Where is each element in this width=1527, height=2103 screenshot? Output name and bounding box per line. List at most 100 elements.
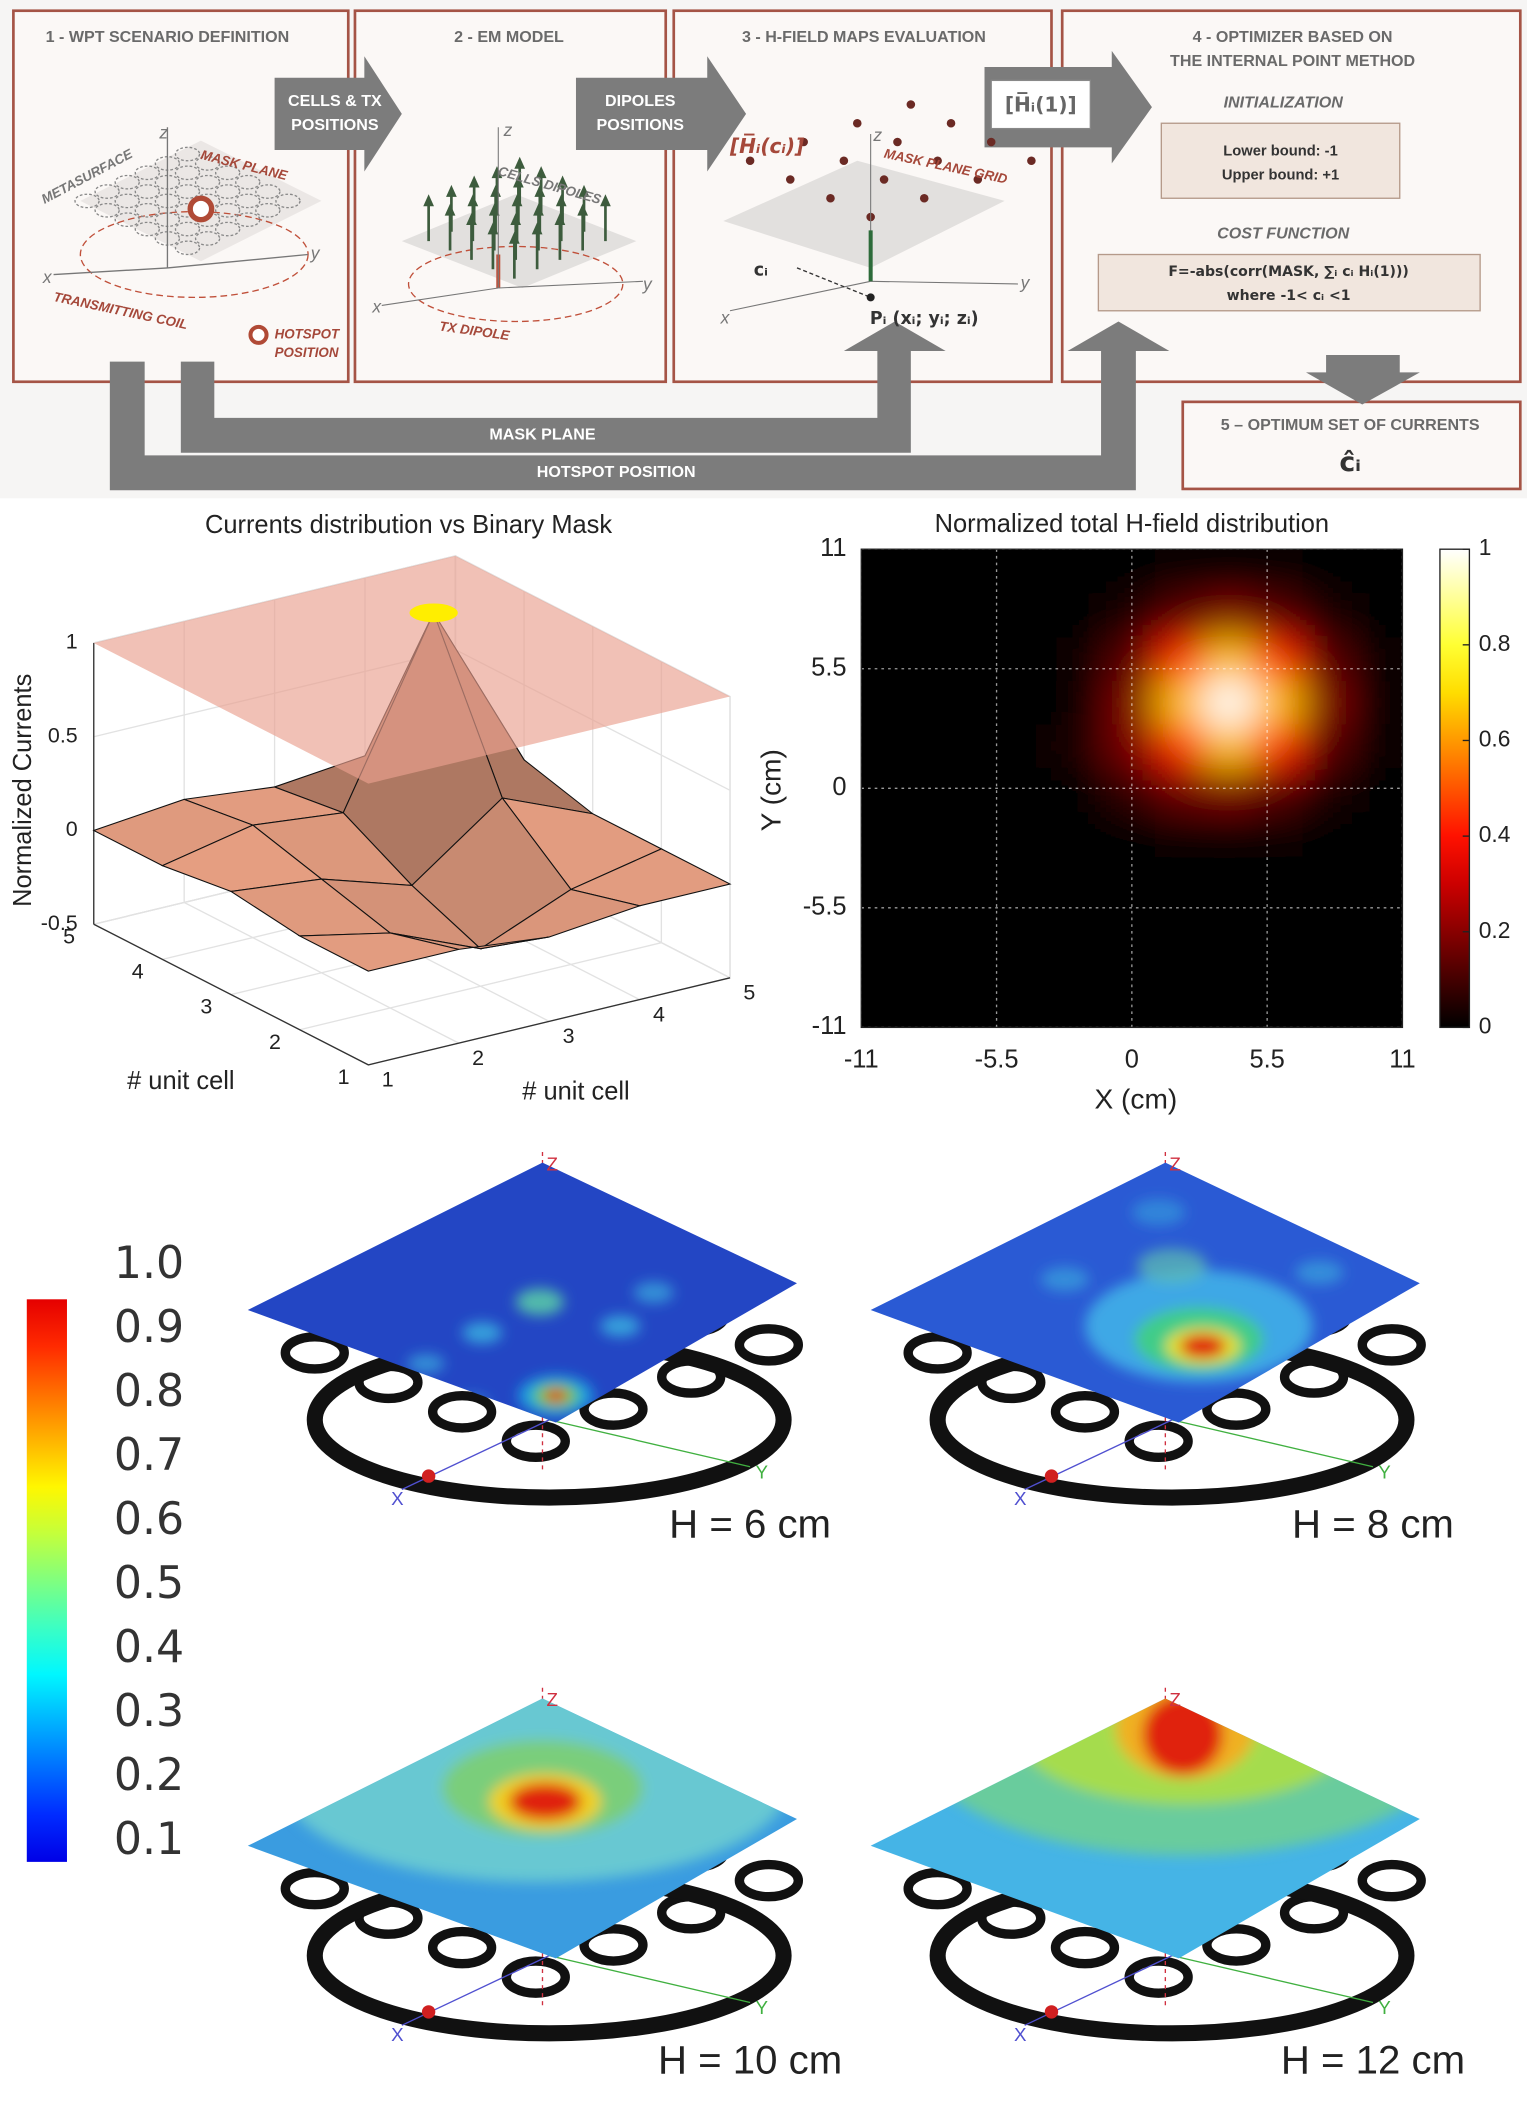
heat-cell: [1204, 678, 1257, 725]
y-axis-label: Y (cm): [755, 749, 786, 831]
x-tick-label: 1: [382, 1068, 394, 1092]
dipole-head: [535, 166, 547, 179]
colorbar: [26, 1299, 67, 1862]
unit-cell: [114, 212, 140, 228]
heat-cell: [861, 982, 912, 1028]
heat-cell: [1204, 808, 1257, 855]
heat-cell: [861, 678, 912, 725]
coil-ring: [734, 1859, 804, 1902]
heat-cell: [1056, 549, 1109, 595]
step-title: 3 - H-FIELD MAPS EVALUATION: [742, 28, 986, 46]
x-axis-label: X (cm): [1094, 1083, 1177, 1114]
heat-cell: [1155, 982, 1207, 1028]
axis-letter: z: [503, 120, 513, 140]
heat-cell: [861, 634, 912, 681]
step-title: 5 – OPTIMUM SET OF CURRENTS: [1221, 416, 1480, 434]
heat-cell: [1253, 982, 1306, 1028]
x-axis-label: # unit cell: [522, 1078, 629, 1106]
field-blur: [917, 1698, 1420, 1856]
z-axis-label: Normalized Currents: [9, 674, 37, 907]
unit-cell: [174, 240, 201, 256]
field-panel: Z X Y H = 8 cm: [870, 1151, 1454, 1547]
unit-cell: [134, 184, 161, 199]
heat-cell: [1007, 591, 1060, 638]
dipole-head: [578, 184, 590, 197]
heat-cell: [1253, 634, 1306, 681]
arrow-label: POSITIONS: [597, 116, 685, 134]
result: ĉᵢ: [1339, 447, 1361, 478]
unit-cell: [235, 212, 261, 228]
step-title: THE INTERNAL POINT METHOD: [1170, 52, 1415, 70]
colorbar: [1439, 548, 1471, 1029]
y-tick-label: 11: [820, 534, 846, 562]
unit-cell: [255, 202, 281, 218]
arrow-label: HOTSPOT POSITION: [537, 463, 696, 481]
axis-letter: Y: [755, 1997, 768, 2018]
colorbar-tick-label: 0.2: [114, 1750, 184, 1801]
heat-cell: [1302, 895, 1355, 942]
grid-point: [879, 175, 889, 184]
heat-cell: [1351, 808, 1403, 855]
heat-cell: [909, 549, 962, 595]
coil-ring: [1357, 1324, 1426, 1366]
heat-cell: [1056, 678, 1109, 725]
axis-letter: X: [391, 2024, 404, 2045]
axis-line: [93, 923, 731, 1066]
heat-cell: [1204, 721, 1257, 768]
coil-ring: [1202, 1924, 1271, 1966]
colorbar-tick-label: 0.4: [114, 1622, 184, 1673]
z-tick-label: -0.5: [41, 911, 78, 935]
colorbar-tick-label: 0.8: [114, 1366, 184, 1417]
heat-cell: [909, 939, 962, 986]
heat-cell: [1253, 895, 1306, 942]
heat-cell: [909, 895, 962, 942]
heat-cell: [1351, 634, 1403, 681]
step-box: [353, 9, 668, 384]
field-blob: [1180, 1334, 1226, 1359]
coil-ring: [1050, 1391, 1120, 1433]
dipole-head: [600, 194, 611, 207]
coil-ring: [1202, 1388, 1271, 1430]
axis-letter: Y: [1378, 1997, 1391, 2018]
heat-cell: [958, 634, 1011, 681]
unit-cell: [275, 193, 301, 209]
heat-cell: [1302, 591, 1355, 638]
field-maps: 1.0 0.9 0.8 0.7 0.6 0.5 0.4 0.3 0.2 0.1 Z X Y H = 6 c…: [26, 1151, 1465, 2082]
arrow: [575, 56, 747, 172]
heat-cell: [1056, 721, 1109, 768]
field-blob: [543, 1389, 568, 1403]
grid-point: [893, 137, 902, 147]
heat-cell: [1302, 678, 1355, 725]
bound: Upper bound: +1: [1222, 167, 1339, 183]
unit-cell: [94, 184, 120, 199]
heatmap-chart: -11 -5.5 0 5.5 11 -11 -5.5 0 5.5 11 0 0.2 0.4 0.6 0.8 1…: [755, 510, 1510, 1115]
colorbar-tick-label: 0.2: [1479, 917, 1511, 943]
unit-cell: [134, 202, 161, 218]
init-box: [1160, 122, 1401, 199]
grid-point: [973, 175, 983, 184]
field-blob: [462, 1322, 503, 1344]
field-panel: Z X Y H = 10 cm: [247, 1687, 842, 2082]
workflow-diagram: 1 - WPT SCENARIO DEFINITION MASK PLANE M…: [0, 0, 1527, 499]
arrow: [274, 56, 402, 172]
heat-cell: [1155, 852, 1207, 899]
axis-letter: X: [391, 1488, 404, 1509]
heat-cell: [958, 808, 1011, 855]
coil-ring: [280, 1332, 349, 1374]
heat-cell: [1351, 678, 1403, 725]
unit-cell: [134, 221, 161, 237]
coil-ring: [1050, 1926, 1120, 1969]
x-tick-label: 11: [1389, 1046, 1415, 1074]
heat-cell: [1007, 678, 1060, 725]
surface-chart: -0.5 0 0.5 1 1 2 3 4 5 1 2 3 4 5 Currents distribution…: [9, 511, 756, 1106]
heat-cell: [1155, 591, 1207, 638]
unit-cell: [94, 202, 120, 218]
bound: Lower bound: -1: [1223, 143, 1337, 159]
heat-cell: [1007, 939, 1060, 986]
y-tick-label: 2: [269, 1030, 281, 1054]
grid-point: [946, 118, 956, 128]
heat-cell: [1007, 549, 1060, 595]
panel-label: H = 12 cm: [1281, 2037, 1465, 2082]
step-title: 1 - WPT SCENARIO DEFINITION: [46, 28, 290, 46]
grid-point: [986, 137, 996, 147]
